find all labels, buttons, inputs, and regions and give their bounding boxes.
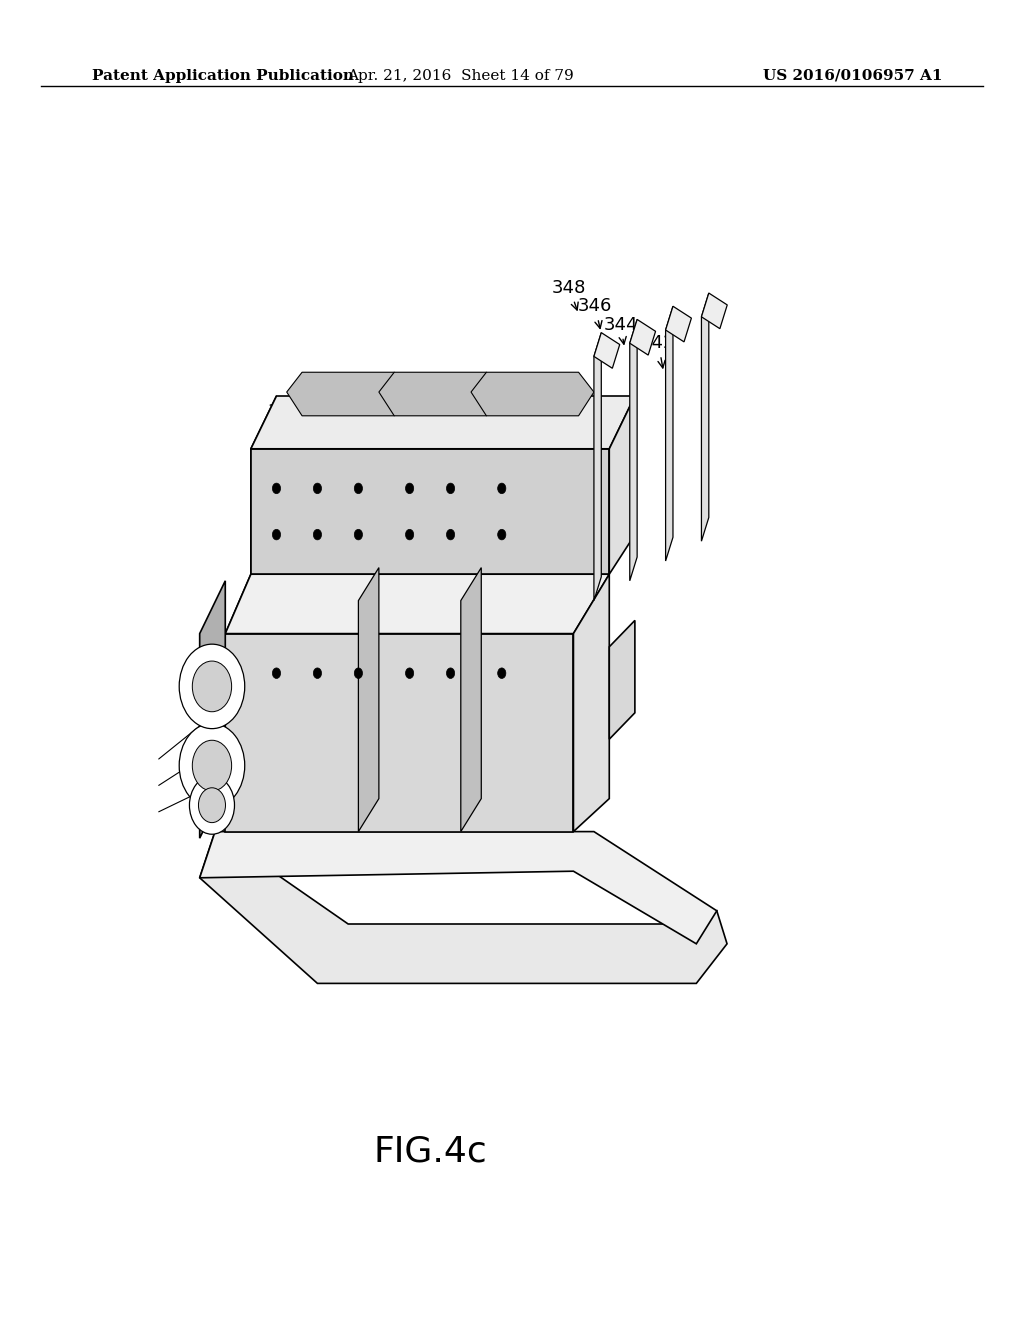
Polygon shape bbox=[251, 449, 609, 574]
Circle shape bbox=[354, 483, 362, 494]
Circle shape bbox=[199, 788, 225, 822]
Circle shape bbox=[193, 661, 231, 711]
Polygon shape bbox=[225, 634, 573, 832]
Circle shape bbox=[498, 483, 506, 494]
Circle shape bbox=[498, 529, 506, 540]
Circle shape bbox=[354, 529, 362, 540]
Polygon shape bbox=[630, 319, 655, 355]
Polygon shape bbox=[573, 574, 609, 832]
Polygon shape bbox=[594, 333, 601, 601]
Polygon shape bbox=[379, 372, 502, 416]
Text: 354: 354 bbox=[254, 558, 298, 579]
Text: US 2016/0106957 A1: US 2016/0106957 A1 bbox=[763, 69, 942, 83]
Text: FIG.4c: FIG.4c bbox=[373, 1134, 487, 1168]
Circle shape bbox=[272, 529, 281, 540]
Circle shape bbox=[179, 723, 245, 808]
Polygon shape bbox=[225, 574, 251, 832]
Circle shape bbox=[446, 483, 455, 494]
Circle shape bbox=[272, 668, 281, 678]
Polygon shape bbox=[701, 293, 709, 541]
Polygon shape bbox=[251, 396, 276, 574]
Polygon shape bbox=[200, 832, 727, 983]
Text: 342: 342 bbox=[641, 334, 676, 368]
Circle shape bbox=[313, 529, 322, 540]
Polygon shape bbox=[666, 306, 691, 342]
Circle shape bbox=[406, 529, 414, 540]
Circle shape bbox=[446, 668, 455, 678]
Text: 340: 340 bbox=[505, 723, 540, 801]
Circle shape bbox=[406, 668, 414, 678]
Text: 344: 344 bbox=[603, 315, 638, 345]
Polygon shape bbox=[630, 319, 637, 581]
Circle shape bbox=[193, 741, 231, 791]
Polygon shape bbox=[701, 293, 727, 329]
Polygon shape bbox=[200, 832, 717, 944]
Polygon shape bbox=[287, 372, 410, 416]
Polygon shape bbox=[471, 372, 594, 416]
Text: 308,310: 308,310 bbox=[268, 403, 395, 450]
Polygon shape bbox=[461, 568, 481, 832]
Polygon shape bbox=[594, 333, 620, 368]
Text: 348: 348 bbox=[552, 279, 587, 310]
Text: Apr. 21, 2016  Sheet 14 of 79: Apr. 21, 2016 Sheet 14 of 79 bbox=[347, 69, 574, 83]
Circle shape bbox=[354, 668, 362, 678]
Circle shape bbox=[498, 668, 506, 678]
Circle shape bbox=[189, 776, 234, 834]
Polygon shape bbox=[666, 306, 673, 561]
Circle shape bbox=[406, 483, 414, 494]
Polygon shape bbox=[609, 620, 635, 739]
Circle shape bbox=[313, 483, 322, 494]
Text: Patent Application Publication: Patent Application Publication bbox=[92, 69, 354, 83]
Circle shape bbox=[446, 529, 455, 540]
Polygon shape bbox=[358, 568, 379, 832]
Polygon shape bbox=[609, 396, 635, 574]
Circle shape bbox=[313, 668, 322, 678]
Circle shape bbox=[179, 644, 245, 729]
Polygon shape bbox=[200, 581, 225, 838]
Circle shape bbox=[272, 483, 281, 494]
Text: 346: 346 bbox=[578, 297, 612, 329]
Polygon shape bbox=[251, 396, 635, 449]
Polygon shape bbox=[225, 574, 609, 634]
